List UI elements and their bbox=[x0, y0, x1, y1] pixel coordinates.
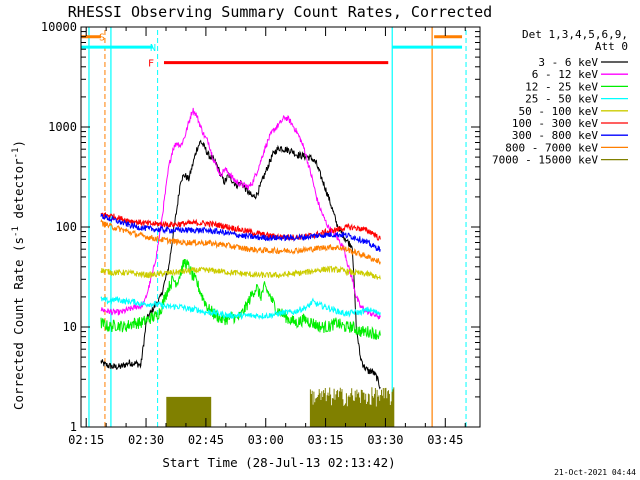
series-line-2 bbox=[100, 258, 381, 340]
x-axis-label: Start Time (28-Jul-13 02:13:42) bbox=[162, 455, 395, 470]
x-tick-label-1: 02:30 bbox=[128, 433, 164, 447]
x-tick-label-0: 02:15 bbox=[68, 433, 104, 447]
y-axis-label: Corrected Count Rate (s-1 detector-1) bbox=[11, 140, 26, 410]
legend-label-0: 3 - 6 keV bbox=[538, 56, 598, 69]
legend-label-1: 6 - 12 keV bbox=[532, 68, 599, 81]
legend-label-3: 25 - 50 keV bbox=[525, 93, 598, 106]
y-tick-label-2: 100 bbox=[55, 220, 77, 234]
annotation-S: S bbox=[99, 33, 105, 44]
x-tick-label-2: 02:45 bbox=[188, 433, 224, 447]
y-tick-label-3: 1000 bbox=[48, 120, 77, 134]
series-line-1 bbox=[100, 107, 381, 321]
generation-timestamp: 21-Oct-2021 04:44 bbox=[554, 468, 636, 477]
y-axis-label-sup1: -1 bbox=[11, 226, 21, 237]
y-axis-label-sup2: -1 bbox=[11, 148, 21, 159]
series-line-8-segment-0 bbox=[166, 396, 212, 427]
y-axis-label-main: Corrected Count Rate (s bbox=[11, 237, 26, 410]
x-tick-label-4: 03:15 bbox=[308, 433, 344, 447]
series-line-6 bbox=[100, 213, 381, 252]
legend-label-8: 7000 - 15000 keV bbox=[492, 154, 598, 167]
legend-header-attenuator: Att 0 bbox=[595, 40, 628, 53]
axes-frame: 1 10 100 1000 10000 02:15 02:30 02:45 03:00 03:15… bbox=[41, 20, 481, 447]
legend-label-5: 100 - 300 keV bbox=[512, 117, 598, 130]
legend-label-7: 800 - 7000 keV bbox=[505, 141, 598, 154]
series-lines bbox=[100, 107, 395, 427]
y-axis-label-mid: detector bbox=[11, 158, 26, 226]
legend-header-detectors: Det 1,3,4,5,6,9, bbox=[522, 28, 628, 41]
y-tick-label-4: 10000 bbox=[41, 20, 77, 34]
y-tick-label-0: 1 bbox=[70, 420, 77, 434]
series-line-5 bbox=[100, 212, 381, 242]
annotation-F: F bbox=[148, 59, 154, 70]
x-tick-label-3: 03:00 bbox=[248, 433, 284, 447]
series-line-3 bbox=[100, 296, 381, 321]
x-tick-label-5: 03:30 bbox=[367, 433, 403, 447]
series-line-7 bbox=[100, 218, 381, 265]
y-axis-label-end: ) bbox=[11, 140, 26, 148]
chart-title: RHESSI Observing Summary Count Rates, Co… bbox=[68, 3, 492, 21]
legend-label-6: 300 - 800 keV bbox=[512, 129, 598, 142]
legend-label-4: 50 - 100 keV bbox=[519, 105, 599, 118]
legend-label-2: 12 - 25 keV bbox=[525, 80, 598, 93]
annotation-N: N bbox=[150, 43, 156, 54]
series-line-0 bbox=[100, 139, 381, 390]
series-line-4 bbox=[100, 265, 381, 280]
series-line-8-segment-1 bbox=[309, 387, 395, 427]
y-tick-label-1: 10 bbox=[63, 320, 77, 334]
x-tick-label-6: 03:45 bbox=[427, 433, 463, 447]
